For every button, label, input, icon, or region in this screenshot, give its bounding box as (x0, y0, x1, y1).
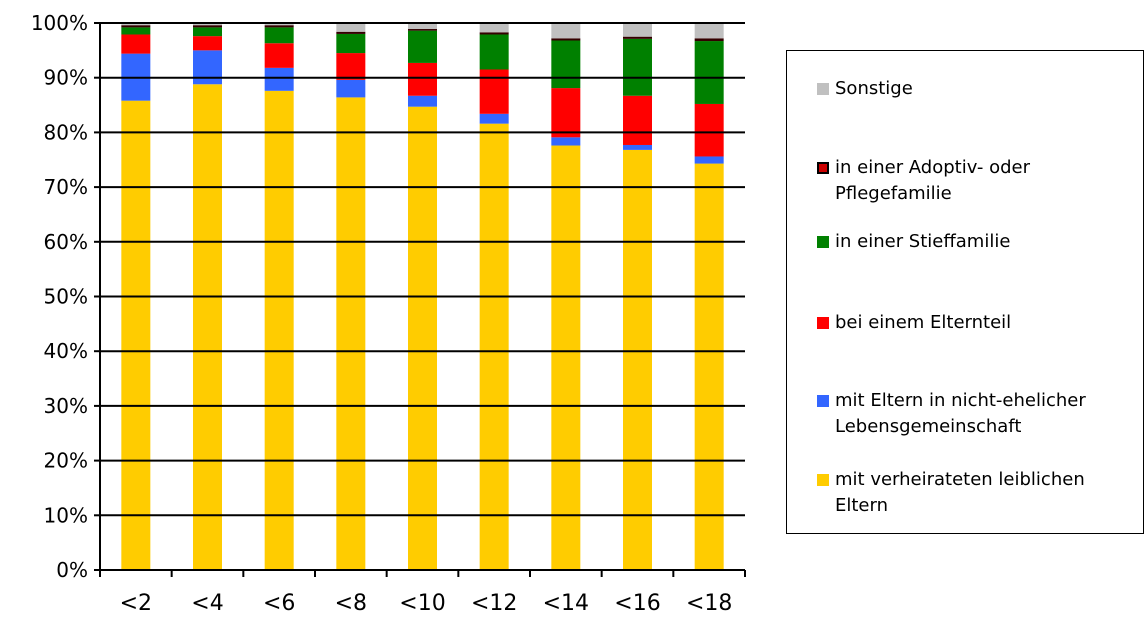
bar-segment (336, 97, 366, 570)
bar-segment (336, 33, 366, 54)
bar-segment (479, 123, 509, 571)
y-tick-label: 60% (44, 230, 88, 254)
legend-label: mit Eltern in nicht-ehelicher Lebensgeme… (835, 390, 1086, 437)
y-tick-label: 70% (44, 175, 88, 199)
chart-legend: Sonstige in einer Adoptiv- oder Pflegefa… (786, 50, 1144, 534)
bar-segment (193, 27, 222, 37)
x-tick-label: <12 (471, 591, 517, 616)
legend-swatch-icon (817, 395, 829, 407)
bar-segment (408, 30, 437, 63)
y-tick-label: 80% (44, 120, 88, 144)
bar-segment (694, 23, 724, 39)
bar-segment (264, 23, 294, 26)
bar-segment (264, 43, 294, 68)
bar-segment (694, 103, 724, 157)
bar-segment (694, 38, 724, 42)
x-tick-label: <8 (335, 591, 367, 616)
y-tick-label: 50% (44, 285, 88, 309)
bar-segment (264, 67, 294, 91)
bar-segment (193, 25, 222, 28)
bar-segment (193, 50, 222, 85)
bar-segment (121, 27, 151, 35)
bar-segment (121, 100, 151, 571)
bar-segment (193, 36, 222, 51)
bar-segment (623, 38, 652, 96)
bar-segment (408, 23, 437, 30)
bar-segment (336, 53, 366, 80)
bar-segment (193, 23, 222, 26)
bar-segment (694, 156, 724, 164)
bar-segment (551, 38, 581, 41)
bar-segment (623, 95, 652, 145)
bar-segment (479, 113, 509, 124)
y-tick-label: 10% (44, 503, 88, 527)
bar-segment (336, 79, 366, 98)
bar-segment (336, 23, 366, 32)
bar-segment (479, 23, 509, 33)
y-tick-label: 90% (44, 66, 88, 90)
x-tick-label: <14 (543, 591, 589, 616)
bar-segment (551, 137, 581, 146)
bar-segment (121, 34, 151, 54)
bar-segment (623, 149, 652, 570)
y-tick-label: 100% (31, 11, 88, 35)
bar-segment (264, 25, 294, 28)
legend-swatch-icon (817, 83, 829, 95)
bar-segment (121, 23, 151, 26)
bar-segment (694, 41, 724, 104)
y-tick-label: 0% (56, 558, 88, 582)
x-tick-label: <16 (614, 591, 660, 616)
bar-segment (623, 36, 652, 39)
y-tick-label: 40% (44, 339, 88, 363)
bar-segment (479, 69, 509, 114)
bar-segment (264, 27, 294, 44)
x-tick-label: <2 (120, 591, 152, 616)
bar-segment (694, 163, 724, 570)
legend-swatch-icon (817, 236, 829, 248)
legend-swatch-icon (817, 317, 829, 329)
bar-segment (623, 23, 652, 37)
bar-segment (408, 106, 437, 570)
x-tick-label: <4 (191, 591, 223, 616)
legend-swatch-icon (817, 162, 829, 174)
bar-segment (479, 32, 509, 35)
x-tick-label: <10 (399, 591, 445, 616)
legend-label: Sonstige (835, 78, 913, 99)
legend-label: bei einem Elternteil (835, 312, 1012, 333)
bar-segment (479, 34, 509, 70)
x-tick-label: <6 (263, 591, 295, 616)
legend-label: mit verheirateten leiblichen Eltern (835, 469, 1085, 516)
x-tick-label: <18 (686, 591, 732, 616)
legend-label: in einer Stieffamilie (835, 231, 1011, 252)
bar-segment (264, 90, 294, 570)
bar-segment (121, 25, 151, 28)
bar-segment (551, 40, 581, 89)
bar-segment (193, 84, 222, 570)
bar-segment (551, 23, 581, 39)
bar-segment (551, 145, 581, 570)
bar-segment (408, 29, 437, 31)
bar-segment (336, 31, 366, 34)
y-tick-label: 30% (44, 394, 88, 418)
y-tick-label: 20% (44, 449, 88, 473)
bar-segment (551, 88, 581, 138)
bar-segment (408, 62, 437, 96)
bar-segment (623, 144, 652, 150)
legend-swatch-icon (817, 474, 829, 486)
bar-segment (408, 95, 437, 107)
legend-label: in einer Adoptiv- oder Pflegefamilie (835, 157, 1031, 204)
